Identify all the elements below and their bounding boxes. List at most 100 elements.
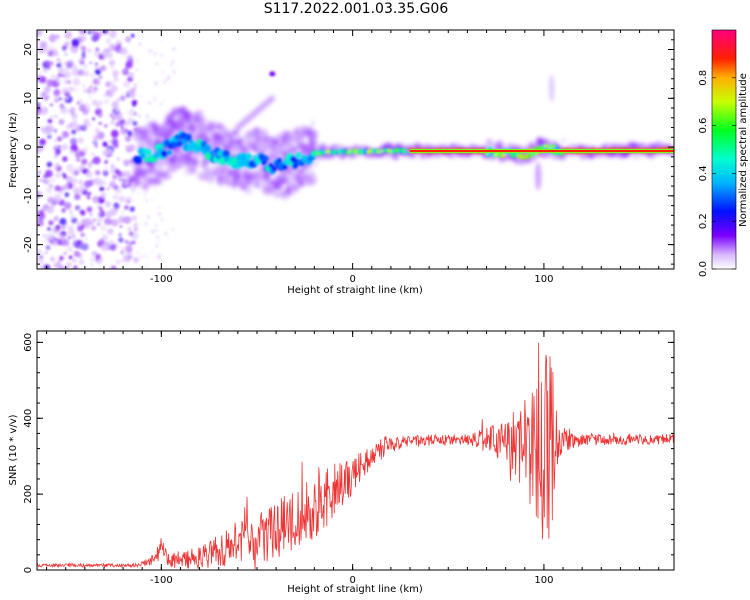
noise-blob bbox=[56, 150, 61, 155]
halo-blob bbox=[189, 125, 197, 134]
core-blob bbox=[166, 149, 172, 156]
noise-blob bbox=[95, 253, 101, 260]
noise-blob bbox=[100, 192, 107, 199]
noise-blob bbox=[64, 31, 73, 39]
noise-blob bbox=[133, 112, 137, 116]
noise-blob bbox=[154, 229, 158, 233]
noise-blob bbox=[50, 115, 55, 120]
noise-blob bbox=[95, 62, 98, 66]
noise-blob bbox=[44, 233, 53, 242]
noise-blob bbox=[74, 205, 81, 211]
noise-blob bbox=[123, 170, 131, 178]
noise-blob bbox=[53, 194, 61, 202]
noise-blob bbox=[73, 187, 81, 195]
vertical-artifact bbox=[535, 162, 542, 191]
noise-blob bbox=[37, 190, 42, 199]
noise-blob bbox=[53, 154, 58, 160]
core-blob bbox=[245, 153, 252, 161]
noise-blob bbox=[53, 88, 61, 96]
halo-blob bbox=[560, 137, 566, 144]
noise-blob bbox=[109, 240, 114, 244]
halo-blob bbox=[137, 141, 147, 151]
noise-blob bbox=[154, 223, 157, 227]
noise-blob bbox=[96, 131, 105, 140]
halo-blob bbox=[202, 165, 208, 171]
noise-blob bbox=[168, 237, 171, 239]
x-tick-label: -100 bbox=[150, 274, 173, 285]
noise-blob bbox=[81, 51, 86, 55]
noise-blob bbox=[119, 225, 123, 228]
noise-blob bbox=[120, 250, 124, 255]
noise-blob bbox=[145, 190, 148, 193]
noise-blob bbox=[110, 265, 117, 269]
noise-blob bbox=[172, 70, 176, 74]
noise-blob bbox=[150, 251, 153, 254]
noise-blob bbox=[73, 87, 77, 92]
noise-blob bbox=[39, 179, 43, 182]
noise-blob bbox=[124, 135, 132, 142]
noise-blob bbox=[78, 179, 83, 185]
noise-blob bbox=[118, 177, 122, 181]
halo-blob bbox=[229, 144, 238, 152]
noise-blob bbox=[129, 206, 135, 212]
noise-blob bbox=[58, 190, 63, 195]
core-blob bbox=[262, 155, 269, 162]
noise-blob bbox=[62, 156, 68, 162]
noise-blob bbox=[54, 240, 59, 245]
halo-blob bbox=[160, 170, 170, 180]
noise-blob bbox=[110, 129, 119, 138]
noise-blob bbox=[81, 147, 88, 154]
noise-blob bbox=[110, 112, 117, 119]
noise-blob bbox=[37, 174, 41, 180]
noise-blob bbox=[63, 251, 67, 256]
core-blob bbox=[544, 143, 549, 148]
noise-blob bbox=[56, 136, 63, 142]
noise-blob bbox=[120, 127, 127, 135]
noise-blob bbox=[171, 228, 175, 232]
halo-blob bbox=[275, 192, 282, 199]
halo-blob bbox=[147, 176, 156, 186]
noise-blob bbox=[68, 236, 71, 240]
noise-blob bbox=[140, 95, 143, 98]
snr-frame bbox=[36, 330, 675, 571]
noise-blob bbox=[129, 149, 132, 153]
noise-blob bbox=[82, 84, 86, 88]
noise-blob bbox=[118, 215, 126, 224]
noise-blob bbox=[100, 65, 107, 72]
noise-blob bbox=[73, 183, 77, 187]
noise-blob bbox=[48, 220, 54, 226]
noise-blob bbox=[81, 243, 89, 251]
noise-blob bbox=[59, 218, 67, 226]
noise-blob bbox=[80, 45, 85, 51]
noise-blob bbox=[46, 161, 53, 168]
noise-blob bbox=[100, 225, 107, 232]
noise-blob bbox=[71, 68, 77, 74]
noise-blob bbox=[153, 96, 157, 100]
noise-blob bbox=[102, 170, 109, 177]
noise-blob bbox=[45, 170, 53, 177]
noise-blob bbox=[163, 80, 166, 84]
noise-blob bbox=[145, 114, 150, 119]
noise-blob bbox=[80, 210, 86, 216]
noise-blob bbox=[134, 227, 138, 232]
noise-blob bbox=[41, 108, 48, 115]
noise-blob bbox=[125, 244, 133, 252]
noise-blob bbox=[88, 124, 92, 127]
noise-blob bbox=[109, 165, 116, 171]
core-blob bbox=[526, 153, 532, 159]
noise-blob bbox=[127, 130, 133, 137]
y-tick-label: -10 bbox=[23, 188, 34, 204]
noise-blob bbox=[60, 145, 66, 151]
y-tick-label: 400 bbox=[23, 409, 34, 428]
halo-blob bbox=[239, 141, 246, 148]
noise-blob bbox=[120, 125, 124, 128]
noise-blob bbox=[55, 165, 62, 172]
noise-blob bbox=[39, 138, 46, 146]
noise-blob bbox=[77, 225, 84, 232]
noise-blob bbox=[72, 258, 77, 263]
noise-blob bbox=[98, 206, 103, 211]
noise-blob bbox=[62, 87, 69, 94]
noise-blob bbox=[95, 258, 98, 262]
noise-blob bbox=[55, 172, 62, 179]
noise-blob bbox=[95, 103, 101, 109]
